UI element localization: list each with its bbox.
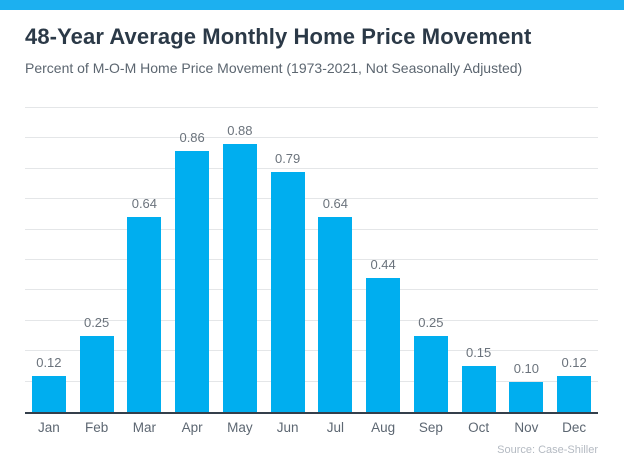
bar-jan (31, 375, 66, 412)
x-axis-label-may: May (227, 420, 253, 435)
bar-mar (127, 217, 162, 412)
gridline (25, 259, 598, 260)
gridline (25, 289, 598, 291)
gridline (25, 380, 598, 382)
bar-slot-oct: 0.15 (455, 108, 503, 412)
bar-slot-jul: 0.64 (312, 108, 360, 412)
bars-row: 0.12 0.25 0.64 0.86 0.88 0.79 0.64 0.44 0.25 0.15… (25, 108, 598, 412)
bar-may (222, 144, 257, 412)
gridline (25, 198, 598, 200)
bar-slot-nov: 0.10 (503, 108, 551, 412)
bar-jun (270, 171, 305, 412)
bar-slot-aug: 0.44 (359, 108, 407, 412)
bar-value-label: 0.15 (465, 345, 492, 361)
bar-value-label: 0.79 (274, 150, 301, 166)
bar-slot-feb: 0.25 (73, 108, 121, 412)
x-axis-label-aug: Aug (371, 420, 396, 435)
x-axis-label-mar: Mar (132, 420, 156, 435)
bar-oct (461, 366, 496, 412)
bar-value-label: 0.25 (83, 315, 110, 330)
bar-value-label: 0.12 (561, 354, 587, 370)
bar-slot-sep: 0.25 (407, 108, 455, 412)
bar-value-label: 0.86 (179, 129, 205, 145)
page-subtitle: Percent of M-O-M Home Price Movement (19… (25, 60, 523, 76)
gridline (25, 167, 598, 169)
x-axis-label-jul: Jul (326, 420, 344, 435)
bar-slot-jun: 0.79 (264, 108, 312, 412)
gridline (25, 350, 598, 352)
x-axis-label-dec: Dec (562, 420, 587, 435)
page-title: 48-Year Average Monthly Home Price Movem… (25, 24, 532, 49)
gridline (25, 228, 598, 230)
bar-slot-apr: 0.86 (168, 108, 216, 412)
source-attribution: Source: Case-Shiller (497, 444, 598, 456)
bar-slot-mar: 0.64 (121, 108, 169, 412)
bar-slot-dec: 0.12 (550, 108, 598, 412)
x-axis-labels: Jan Feb Mar Apr May Jun Jul Aug Sep Oct Nov Dec (25, 420, 598, 435)
bar-feb (79, 336, 114, 412)
bar-chart-plot-area: 0.12 0.25 0.64 0.86 0.88 0.79 0.64 0.44 0.25 0.15… (25, 107, 598, 414)
bar-value-label: 0.64 (322, 196, 349, 212)
bar-slot-jan: 0.12 (25, 108, 73, 412)
bar-value-label: 0.64 (131, 196, 158, 212)
bar-apr (175, 150, 210, 412)
bar-value-label: 0.88 (227, 123, 253, 139)
gridline (25, 137, 598, 139)
bar-aug (366, 278, 401, 412)
bar-sep (413, 336, 448, 412)
x-axis-label-apr: Apr (181, 420, 203, 435)
x-axis-label-oct: Oct (468, 420, 490, 435)
gridline (25, 107, 598, 108)
top-accent-bar (0, 0, 624, 10)
bar-value-label: 0.12 (36, 354, 62, 370)
bar-dec (557, 375, 592, 412)
x-axis-label-jan: Jan (37, 420, 60, 435)
bar-value-label: 0.44 (370, 257, 396, 273)
bar-slot-may: 0.88 (216, 108, 264, 412)
bar-value-label: 0.10 (513, 360, 540, 376)
x-axis-label-feb: Feb (84, 420, 109, 435)
x-axis-label-jun: Jun (276, 420, 299, 435)
x-axis-label-sep: Sep (418, 420, 443, 435)
x-axis-label-nov: Nov (514, 420, 539, 435)
bar-jul (318, 217, 353, 412)
bar-nov (509, 381, 544, 412)
gridline (25, 319, 598, 321)
bar-value-label: 0.25 (418, 315, 444, 330)
